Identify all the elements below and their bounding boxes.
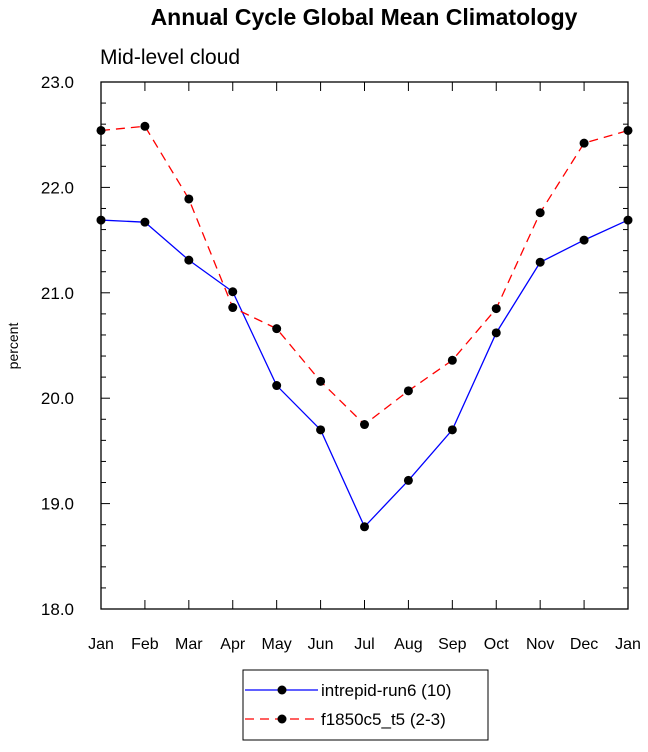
x-tick-label: Jan — [615, 636, 641, 653]
series-1-point — [491, 328, 501, 338]
chart-title: Annual Cycle Global Mean Climatology — [151, 4, 578, 30]
x-tick-label: Jan — [88, 636, 114, 653]
x-tick-label: Mar — [175, 636, 203, 653]
series-line-2 — [100, 125, 629, 426]
x-tick-label: Sep — [438, 636, 467, 653]
series-1-point — [579, 235, 589, 245]
y-tick-label: 21.0 — [41, 284, 74, 303]
series-1-point — [535, 257, 545, 267]
series-2-point — [184, 194, 194, 204]
y-tick-label: 19.0 — [41, 495, 74, 514]
x-tick-label: Feb — [131, 636, 159, 653]
series-2-point — [140, 121, 150, 131]
series-1-point — [360, 522, 369, 532]
x-tick-label: Nov — [526, 636, 554, 653]
x-tick-label: Dec — [570, 636, 598, 653]
x-tick-label: Aug — [394, 636, 422, 653]
x-tick-label: Apr — [220, 636, 246, 653]
series-1-point — [403, 475, 413, 485]
x-tick-label: May — [262, 636, 292, 653]
series-2-point — [316, 376, 326, 386]
plot-area: Jan Feb Mar Apr May Jun Jul Aug Sep Oct Nov Dec Jan 1… — [41, 73, 641, 653]
y-tick-label: 18.0 — [41, 600, 74, 619]
y-tick-label: 20.0 — [41, 389, 74, 408]
series-1-point — [316, 425, 326, 435]
series-2-point — [579, 138, 589, 148]
series-2-point — [491, 304, 501, 314]
legend-label-1: intrepid-run6 (10) — [321, 681, 451, 700]
series-2-point — [535, 208, 545, 218]
x-tick-label: Jul — [354, 636, 374, 653]
legend-box — [242, 669, 489, 741]
series-1-point — [96, 215, 106, 225]
series-1-point — [184, 255, 194, 265]
y-axis-label: percent — [5, 323, 21, 370]
series-2-point — [447, 355, 457, 365]
y-tick-label: 23.0 — [41, 73, 74, 92]
legend-marker-1 — [277, 685, 287, 695]
series-2-point — [272, 324, 282, 334]
series-line-1 — [100, 219, 629, 528]
series-1-point — [228, 287, 238, 297]
y-tick-label: 22.0 — [41, 178, 74, 197]
series-1-point — [623, 215, 633, 225]
series-1-point — [447, 425, 457, 435]
series-1-point — [272, 381, 282, 391]
legend-marker-2 — [277, 714, 287, 724]
legend-label-2: f1850c5_t5 (2-3) — [321, 710, 446, 729]
chart-subtitle: Mid-level cloud — [100, 46, 240, 69]
series-2-point — [623, 125, 633, 135]
series-2-point — [228, 303, 238, 313]
series-2-point — [403, 386, 413, 396]
legend: intrepid-run6 (10) f1850c5_t5 (2-3) — [242, 669, 489, 741]
x-tick-label: Oct — [484, 636, 509, 653]
series-1-point — [140, 217, 150, 227]
x-tick-label: Jun — [308, 636, 334, 653]
series-2-point — [360, 420, 369, 430]
series-2-point — [96, 125, 106, 135]
